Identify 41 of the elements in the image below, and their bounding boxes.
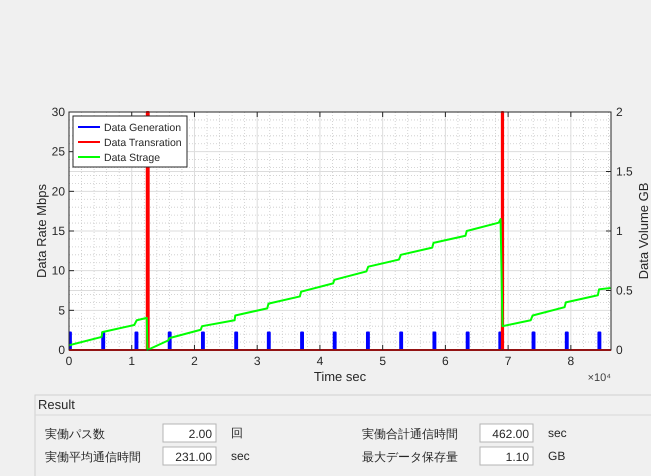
y-tick-label: 10 [52, 264, 66, 278]
x-tick-label: 2 [191, 354, 198, 368]
y2-tick-label: 0 [616, 343, 623, 357]
text: ×10⁴ [588, 372, 612, 384]
y-axis-title: Data Rate Mbps [34, 184, 49, 278]
text: 実働平均通信時間 [45, 450, 141, 464]
y-tick-label: 20 [52, 184, 66, 198]
y2-tick-label: 2 [616, 105, 623, 119]
x-tick-label: 7 [504, 354, 512, 368]
x-tick-label: 6 [442, 354, 450, 368]
text: sec [231, 449, 250, 463]
y2-tick-label: 1.5 [616, 164, 634, 178]
text: GB [548, 449, 566, 463]
legend-label: Data Transration [104, 137, 182, 149]
y-tick-label: 30 [52, 105, 66, 119]
text: 回 [231, 426, 243, 440]
text: 1.10 [506, 450, 530, 464]
y-tick-label: 15 [52, 224, 66, 238]
text: 231.00 [175, 450, 212, 464]
y2-axis-title: Data Volume GB [636, 182, 651, 280]
text: sec [548, 426, 567, 440]
legend-label: Data Strage [104, 152, 160, 164]
text: 実働パス数 [45, 427, 105, 441]
text: 462.00 [492, 427, 530, 441]
y2-tick-label: 0.5 [616, 284, 634, 298]
x-tick-label: 5 [379, 354, 386, 368]
text: Result [38, 397, 76, 412]
y2-tick-label: 1 [616, 224, 623, 238]
x-axis-title: Time sec [314, 369, 367, 384]
x-tick-label: 8 [568, 354, 575, 368]
line-series [69, 218, 611, 351]
legend-label: Data Generation [104, 122, 182, 134]
x-tick-label: 3 [254, 354, 261, 368]
text: 実働合計通信時間 [362, 427, 458, 441]
x-tick-label: 1 [128, 354, 136, 368]
text: 2.00 [188, 427, 212, 441]
y-tick-label: 25 [52, 144, 66, 159]
text: 最大データ保存量 [362, 450, 458, 464]
x-tick-label: 4 [316, 354, 324, 368]
y-tick-label: 0 [58, 343, 66, 357]
y-tick-label: 5 [58, 303, 66, 318]
